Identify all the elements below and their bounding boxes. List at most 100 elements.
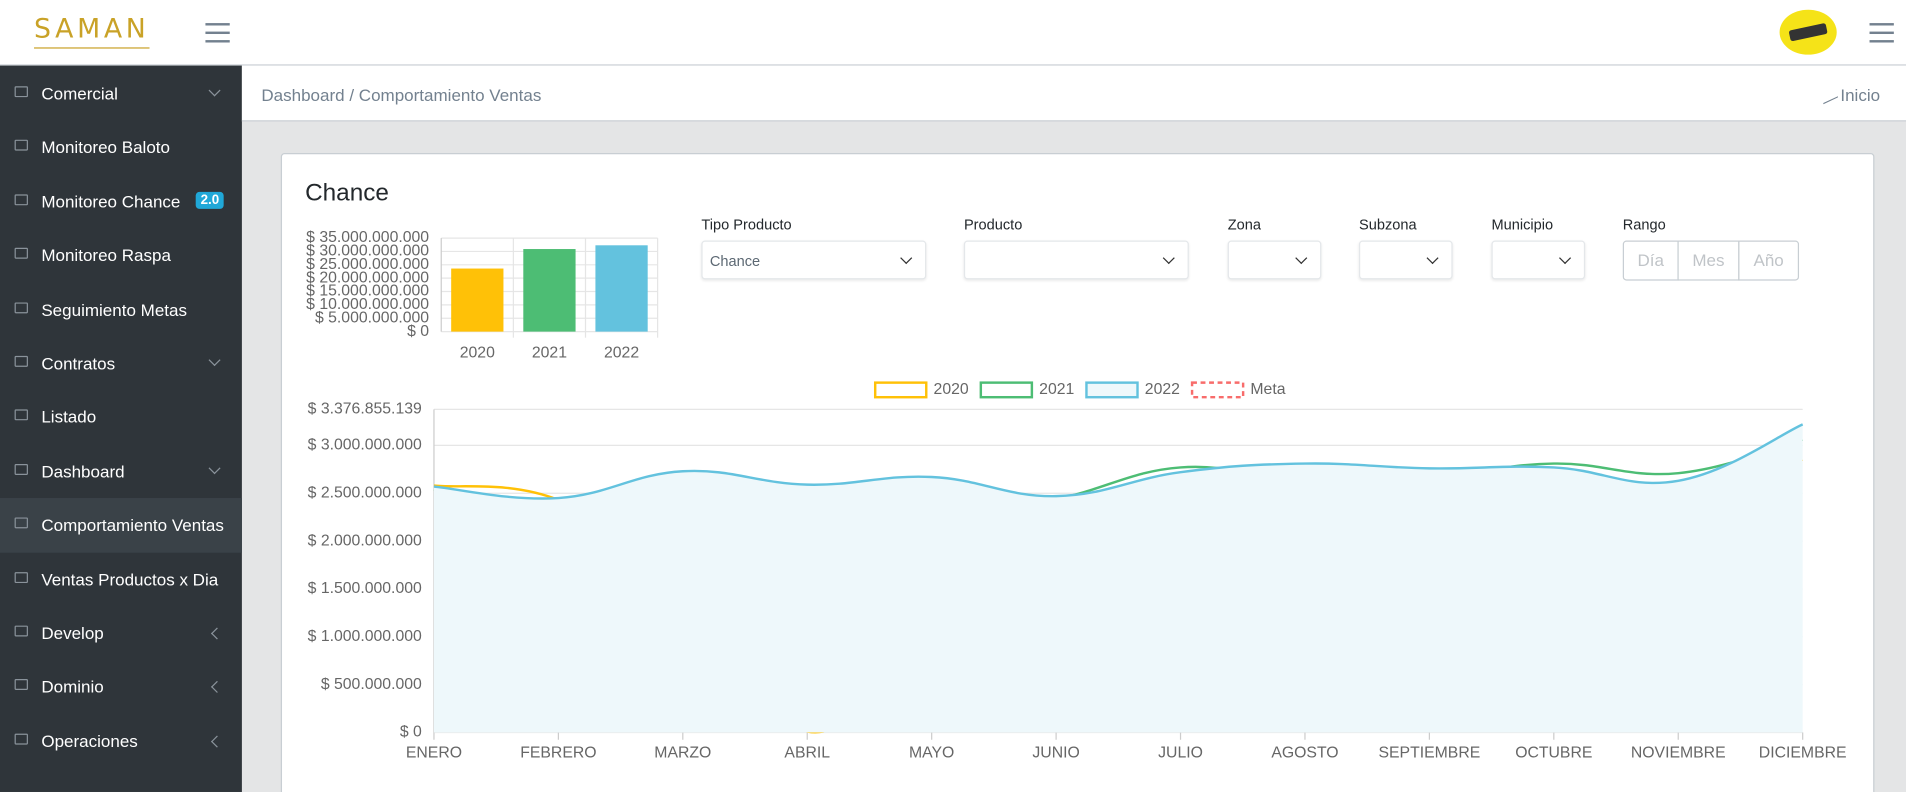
y-tick-label: $ 1.500.000.000: [308, 580, 422, 597]
nav-icon: [14, 140, 28, 152]
sidebar: Comercial Monitoreo Baloto Monitoreo Chanc…: [0, 65, 242, 792]
area: [433, 424, 1803, 733]
nav-item[interactable]: Monitoreo Baloto: [0, 121, 242, 175]
legend-label: Meta: [1250, 381, 1285, 398]
nav-item[interactable]: Develop: [0, 606, 242, 660]
nav-item[interactable]: Dominio: [0, 660, 242, 714]
nav-icon: [14, 517, 28, 529]
nav-icon: [14, 733, 28, 745]
nav-label: Develop: [41, 623, 104, 643]
legend-label: 2022: [1145, 381, 1180, 398]
y-tick-label: $ 2.000.000.000: [308, 532, 422, 549]
nav-item[interactable]: Dashboard: [0, 444, 242, 498]
nav-item[interactable]: Seguimiento Metas: [0, 283, 242, 337]
nav-item[interactable]: Contratos: [0, 336, 242, 390]
legend-swatch: [1190, 381, 1245, 399]
legend-swatch: [1085, 381, 1139, 399]
y-tick-label: $ 25.000.000.000: [306, 256, 429, 273]
nav-item[interactable]: Comportamiento Ventas: [0, 498, 242, 553]
breadcrumb-bar: Dashboard / Comportamiento Ventas Inicio: [241, 65, 1906, 122]
x-tick-label: ENERO: [406, 744, 462, 761]
x-tick-label: MAYO: [909, 744, 954, 761]
filter-select[interactable]: Chance: [701, 240, 927, 280]
y-tick-label: $ 15.000.000.000: [306, 283, 429, 300]
x-tick-label: MARZO: [654, 744, 711, 761]
nav-label: Dominio: [41, 677, 104, 697]
brand-badge: [1779, 9, 1837, 55]
nav-badge: 2.0: [195, 191, 225, 209]
filter-label: Municipio: [1491, 216, 1554, 234]
range-button[interactable]: Día: [1622, 240, 1679, 281]
x-tick-label: DICIEMBRE: [1759, 744, 1847, 761]
filter-label: Subzona: [1358, 216, 1417, 234]
legend-swatch: [873, 381, 928, 399]
sidebar-toggle[interactable]: [205, 23, 230, 43]
x-tick-label: NOVIEMBRE: [1631, 744, 1726, 761]
top-bar: SAMAN: [0, 0, 1906, 66]
logo[interactable]: SAMAN: [34, 15, 150, 49]
nav-label: Comportamiento Ventas: [41, 515, 224, 535]
nav-item[interactable]: Listado: [0, 390, 242, 444]
nav-icon: [14, 194, 28, 206]
nav-label: Monitoreo Raspa: [41, 245, 171, 266]
nav-label: Comercial: [41, 83, 118, 104]
nav-icon: [14, 355, 28, 367]
line: [433, 423, 1804, 500]
card-title: Chance: [305, 179, 389, 207]
nav-icon: [14, 301, 28, 313]
y-tick-label: $ 5.000.000.000: [315, 309, 429, 326]
nav-label: Dashboard: [41, 461, 125, 481]
legend-label: 2020: [934, 381, 969, 398]
nav-label: Monitoreo Chance: [41, 191, 181, 212]
menu-toggle[interactable]: [1869, 23, 1894, 43]
nav-item[interactable]: Comercial: [0, 67, 242, 121]
nav-item[interactable]: Monitoreo Chance 2.0: [0, 175, 242, 229]
nav-label: Ventas Productos x Dia: [41, 569, 219, 589]
nav-item[interactable]: Monitoreo Raspa: [0, 229, 242, 283]
y-tick-label: $ 500.000.000: [321, 676, 422, 693]
breadcrumb: Dashboard / Comportamiento Ventas: [261, 85, 542, 105]
y-tick-label: $ 30.000.000.000: [306, 243, 429, 260]
x-tick-label: 2020: [460, 345, 495, 362]
filter-label: Producto: [963, 216, 1023, 234]
range-button[interactable]: Mes: [1677, 240, 1740, 281]
x-tick-label: ABRIL: [784, 744, 830, 761]
y-tick-label: $ 20.000.000.000: [306, 269, 429, 286]
bar: [523, 249, 576, 332]
filter-select[interactable]: [1227, 240, 1322, 280]
y-tick-label: $ 35.000.000.000: [306, 229, 429, 246]
nav-icon: [14, 248, 28, 259]
y-tick-label: $ 0: [400, 724, 422, 741]
x-tick-label: JUNIO: [1032, 744, 1079, 761]
filter-select[interactable]: [1358, 240, 1453, 280]
x-tick-label: SEPTIEMBRE: [1379, 744, 1481, 761]
nav-icon: [14, 625, 28, 637]
x-tick-label: OCTUBRE: [1515, 744, 1592, 761]
nav-icon: [14, 571, 28, 583]
nav-icon: [14, 463, 28, 475]
nav-label: Monitoreo Baloto: [41, 137, 170, 158]
y-tick-label: $ 2.500.000.000: [308, 484, 422, 501]
bar: [451, 268, 504, 332]
y-tick-label: $ 10.000.000.000: [306, 296, 429, 313]
x-tick-label: 2022: [604, 345, 639, 362]
x-tick-label: 2021: [532, 345, 567, 362]
filter-select[interactable]: [963, 240, 1189, 280]
nav-label: Operaciones: [41, 731, 138, 751]
filter-label: Rango: [1622, 216, 1666, 234]
x-tick-label: FEBRERO: [520, 744, 596, 761]
nav-icon: [14, 679, 28, 691]
nav-label: Contratos: [41, 353, 116, 373]
filter-select[interactable]: [1491, 240, 1586, 280]
range-button[interactable]: Año: [1738, 240, 1800, 281]
filter-label: Zona: [1227, 216, 1261, 234]
nav-label: Listado: [41, 407, 97, 427]
y-tick-label: $ 0: [407, 323, 429, 340]
nav-item[interactable]: Ventas Productos x Dia: [0, 552, 242, 606]
nav-item[interactable]: Operaciones: [0, 714, 242, 768]
home-link-text: Inicio: [1840, 85, 1881, 105]
nav-label: Seguimiento Metas: [41, 299, 188, 319]
home-link[interactable]: Inicio: [1823, 85, 1880, 104]
nav-icon: [14, 86, 28, 98]
